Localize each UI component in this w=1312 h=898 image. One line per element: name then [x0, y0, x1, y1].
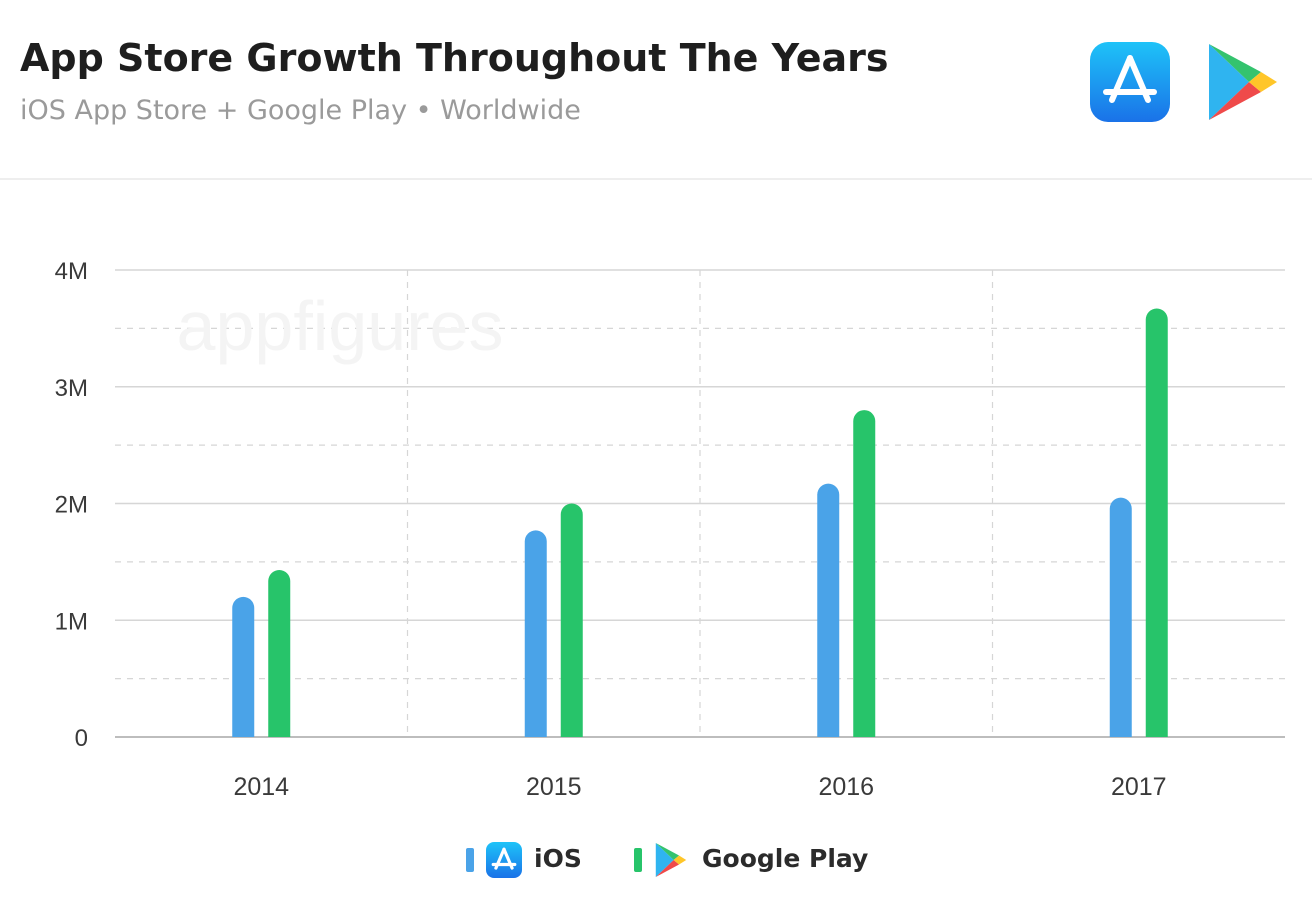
legend-label-ios: iOS [534, 844, 582, 873]
x-tick-label: 2014 [233, 773, 289, 801]
app-store-icon [486, 842, 522, 878]
x-tick-label: 2015 [526, 773, 582, 801]
bar-ios[interactable] [1109, 497, 1132, 737]
legend-swatch-ios [466, 848, 474, 872]
bar-google-play[interactable] [560, 503, 583, 738]
y-tick-label: 3M [55, 375, 88, 402]
legend-swatch-google-play [634, 848, 642, 872]
chart-title: App Store Growth Throughout The Years [20, 36, 889, 80]
bar-google-play[interactable] [268, 570, 291, 737]
chart-header: App Store Growth Throughout The Years iO… [0, 0, 1312, 180]
bars-layer [232, 308, 1168, 738]
google-play-icon [1209, 44, 1277, 120]
bar-ios[interactable] [524, 530, 547, 737]
y-tick-label: 1M [55, 608, 88, 635]
bar-ios[interactable] [232, 596, 255, 737]
bar-google-play[interactable] [853, 410, 876, 737]
chart-area: appfigures 0 1M 2M 3M 4M 2014 2015 2016 2017 [55, 258, 1285, 801]
x-tick-label: 2016 [818, 773, 874, 801]
app-store-icon [1090, 42, 1170, 122]
chart-subtitle: iOS App Store + Google Play • Worldwide [20, 95, 581, 126]
chart-legend: iOS Google Play [0, 838, 1312, 882]
google-play-icon [655, 843, 687, 877]
labels-layer: 0 1M 2M 3M 4M 2014 2015 2016 2017 [55, 258, 1167, 801]
y-tick-label: 2M [55, 492, 88, 519]
bar-google-play[interactable] [1145, 308, 1168, 737]
y-tick-label: 4M [55, 258, 88, 285]
bar-ios[interactable] [817, 483, 840, 737]
x-tick-label: 2017 [1111, 773, 1167, 801]
watermark: appfigures [177, 287, 504, 365]
y-tick-label: 0 [75, 725, 88, 752]
grid-layer [115, 269, 1285, 738]
legend-label-google-play: Google Play [702, 844, 869, 873]
